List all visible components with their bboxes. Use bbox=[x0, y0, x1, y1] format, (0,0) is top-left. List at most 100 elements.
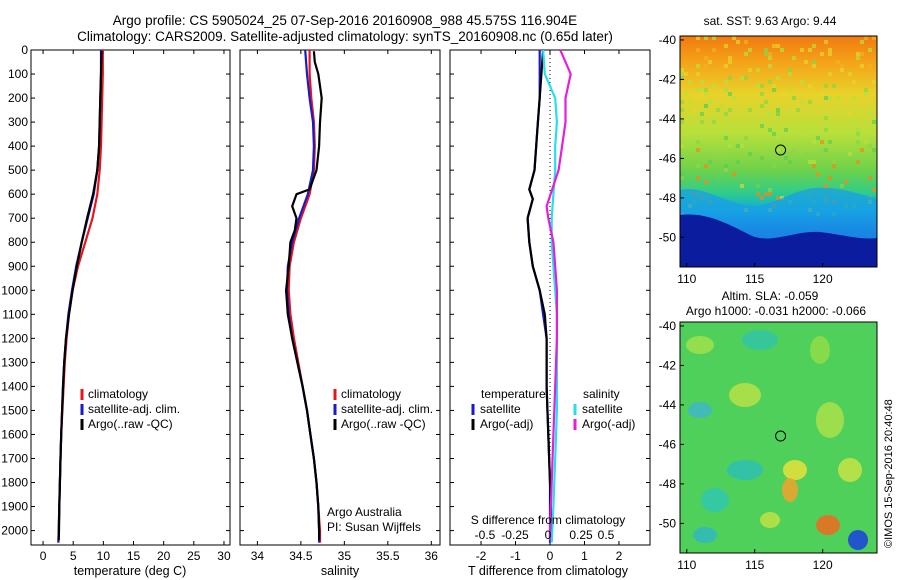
sst-pixel bbox=[792, 148, 796, 152]
sst-pixel bbox=[824, 176, 828, 180]
sst-pixel bbox=[868, 144, 872, 148]
sst-pixel bbox=[696, 88, 700, 92]
sla-anomaly bbox=[742, 330, 778, 350]
sst-pixel bbox=[820, 92, 824, 96]
sst-pixel bbox=[792, 96, 796, 100]
y-tick-label: 100 bbox=[8, 67, 28, 81]
s-difference-label: S difference from climatology bbox=[471, 513, 626, 527]
sst-pixel bbox=[768, 80, 772, 84]
y-tick-label: 300 bbox=[8, 115, 28, 129]
figure-subtitle: Climatology: CARS2009. Satellite-adjuste… bbox=[77, 29, 613, 44]
sst-pixel bbox=[768, 64, 772, 68]
temperature-axes bbox=[30, 49, 231, 546]
sst-pixel bbox=[748, 108, 752, 112]
sst-pixel bbox=[836, 60, 840, 64]
sst-pixel bbox=[708, 60, 712, 64]
sst-pixel bbox=[696, 124, 700, 128]
legend-label: Argo(..raw -QC) bbox=[341, 417, 426, 431]
sst-pixel bbox=[844, 180, 848, 184]
sst-pixel bbox=[804, 152, 808, 156]
sst-pixel bbox=[848, 72, 852, 76]
sst-pixel bbox=[824, 128, 828, 132]
map-x-tick-label: 115 bbox=[745, 558, 764, 572]
sst-pixel bbox=[760, 124, 764, 128]
sst-pixel bbox=[776, 136, 780, 140]
sst-pixel bbox=[796, 104, 800, 108]
sst-pixel bbox=[712, 156, 716, 160]
temperature-x-axis-label: temperature (deg C) bbox=[74, 564, 187, 578]
sst-pixel bbox=[712, 176, 716, 180]
map-y-tick-label: -48 bbox=[659, 191, 677, 205]
sst-pixel bbox=[856, 52, 860, 56]
sst-pixel bbox=[764, 48, 768, 52]
salinity-panel: 34 34.5 35 35.5 36 climatologysatellite-adj.… bbox=[239, 49, 441, 578]
map-y-tick-label: -44 bbox=[659, 112, 677, 126]
sst-pixel bbox=[864, 180, 868, 184]
sst-pixel bbox=[768, 56, 772, 60]
sla-anomaly bbox=[693, 527, 717, 543]
sst-pixel bbox=[788, 152, 792, 156]
sst-pixel bbox=[852, 96, 856, 100]
sst-pixel bbox=[700, 112, 704, 116]
x-tick-label: 35.5 bbox=[376, 549, 400, 563]
sla-anomaly-blobs bbox=[686, 330, 868, 550]
sst-pixel bbox=[832, 160, 836, 164]
pi-annotation: PI: Susan Wijffels bbox=[327, 520, 421, 534]
sst-pixel bbox=[824, 184, 828, 188]
sst-pixel bbox=[756, 192, 760, 196]
sst-pixel bbox=[856, 132, 860, 136]
sst-pixel bbox=[740, 144, 744, 148]
sst-pixel bbox=[788, 88, 792, 92]
map-y-tick-label: -48 bbox=[659, 477, 677, 491]
sst-pixel bbox=[840, 64, 844, 68]
map-x-tick-label: 110 bbox=[677, 272, 696, 286]
sst-pixel bbox=[812, 164, 816, 168]
sst-pixel bbox=[828, 52, 832, 56]
map-x-tick-label: 120 bbox=[813, 558, 833, 572]
sst-pixel bbox=[680, 100, 684, 104]
sst-pixel bbox=[772, 164, 776, 168]
sst-pixel bbox=[800, 100, 804, 104]
map-y-tick-label: -50 bbox=[659, 230, 677, 244]
map-y-tick-label: -46 bbox=[659, 151, 677, 165]
y-tick-label: 500 bbox=[8, 163, 28, 177]
map-y-tick-label: -42 bbox=[659, 72, 677, 86]
y-tick-label: 1200 bbox=[1, 331, 28, 345]
sst-pixel bbox=[776, 112, 780, 116]
sla-map-title: Altim. SLA: -0.059 bbox=[722, 289, 819, 303]
sla-field bbox=[680, 322, 877, 553]
sst-pixel bbox=[728, 60, 732, 64]
sst-pixel bbox=[696, 128, 700, 132]
sst-pixel bbox=[716, 108, 720, 112]
sst-pixel bbox=[808, 128, 812, 132]
sst-pixel bbox=[848, 152, 852, 156]
sst-pixel bbox=[728, 108, 732, 112]
x-tick-label: 20 bbox=[157, 549, 171, 563]
sst-pixel bbox=[868, 128, 872, 132]
s-difference-ticks: -0.5 -0.25 0 0.25 0.5 bbox=[475, 528, 615, 542]
sst-pixel bbox=[704, 92, 708, 96]
sst-pixel bbox=[852, 80, 856, 84]
sst-pixel bbox=[872, 36, 876, 40]
y-tick-label: 900 bbox=[8, 259, 28, 273]
y-tick-label: 1000 bbox=[1, 283, 28, 297]
sst-pixel bbox=[816, 136, 820, 140]
s-tick-label: -0.25 bbox=[501, 528, 529, 542]
sst-pixel bbox=[788, 72, 792, 76]
sst-pixel bbox=[800, 80, 804, 84]
sst-pixel bbox=[812, 44, 816, 48]
sst-pixel bbox=[712, 36, 716, 40]
sst-pixel bbox=[776, 44, 780, 48]
sst-pixel bbox=[784, 128, 788, 132]
sst-pixel bbox=[776, 196, 780, 200]
map-y-tick-label: -40 bbox=[659, 319, 677, 333]
sst-pixel bbox=[784, 156, 788, 160]
sst-pixel bbox=[680, 176, 684, 180]
sst-pixel bbox=[684, 132, 688, 136]
sst-pixel bbox=[860, 40, 864, 44]
y-tick-label: 1300 bbox=[1, 355, 28, 369]
x-tick-label: 30 bbox=[217, 549, 231, 563]
sst-pixel bbox=[828, 72, 832, 76]
sst-pixel bbox=[684, 72, 688, 76]
sst-pixel bbox=[704, 104, 708, 108]
